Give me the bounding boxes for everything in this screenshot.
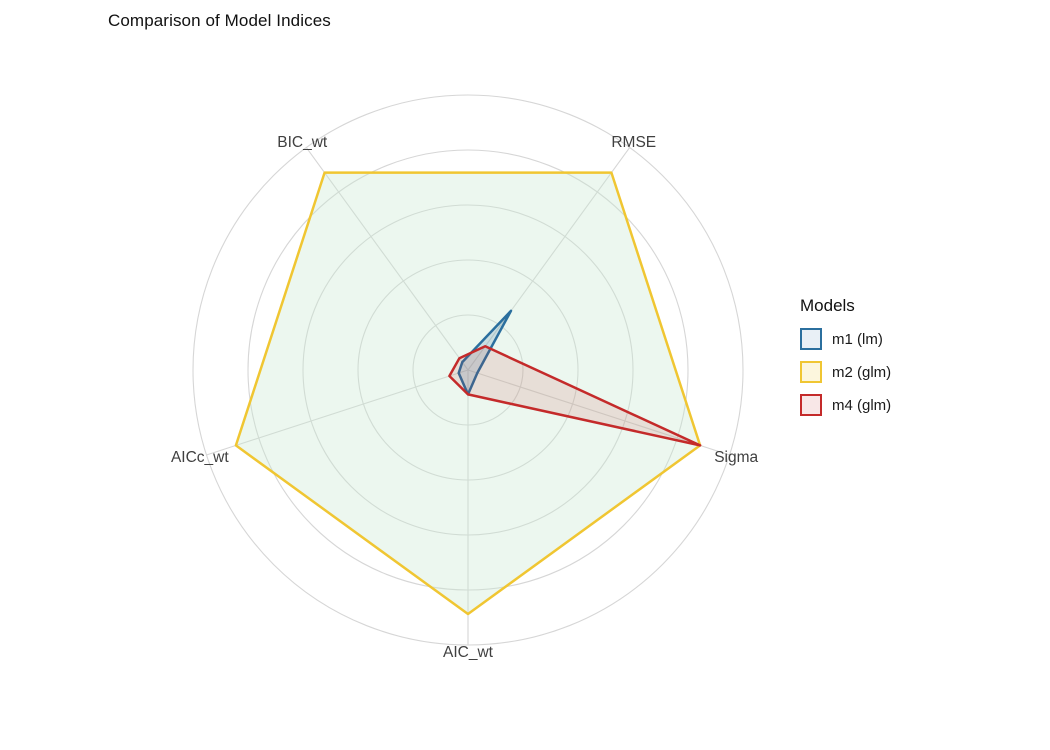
- legend: Models m1 (lm) m2 (glm) m4 (glm): [800, 296, 891, 427]
- series-polygon-m4-glm-: [448, 345, 702, 447]
- axis-label-AIC_wt: AIC_wt: [443, 644, 494, 661]
- legend-item-m2: m2 (glm): [800, 361, 891, 383]
- legend-item-label: m1 (lm): [832, 330, 883, 348]
- radar-axis-line-Sigma: [467, 369, 730, 456]
- radar-axis-line-AICc_wt: [206, 369, 469, 456]
- legend-title: Models: [800, 296, 855, 315]
- legend-item-m4: m4 (glm): [800, 394, 891, 416]
- chart-title: Comparison of Model Indices: [108, 11, 331, 30]
- radar-axis-line-RMSE: [467, 147, 631, 371]
- legend-key-m2: [800, 361, 822, 383]
- radar-axis-line-BIC_wt: [305, 147, 469, 371]
- legend-item-label: m2 (glm): [832, 363, 892, 381]
- legend-item-m1: m1 (lm): [800, 328, 891, 350]
- axis-label-Sigma: Sigma: [714, 449, 758, 466]
- axis-label-AICc_wt: AICc_wt: [171, 449, 229, 466]
- axis-label-BIC_wt: BIC_wt: [277, 134, 328, 151]
- axis-label-RMSE: RMSE: [611, 134, 656, 151]
- legend-item-label: m4 (glm): [832, 396, 892, 414]
- legend-key-m4: [800, 394, 822, 416]
- legend-key-m1: [800, 328, 822, 350]
